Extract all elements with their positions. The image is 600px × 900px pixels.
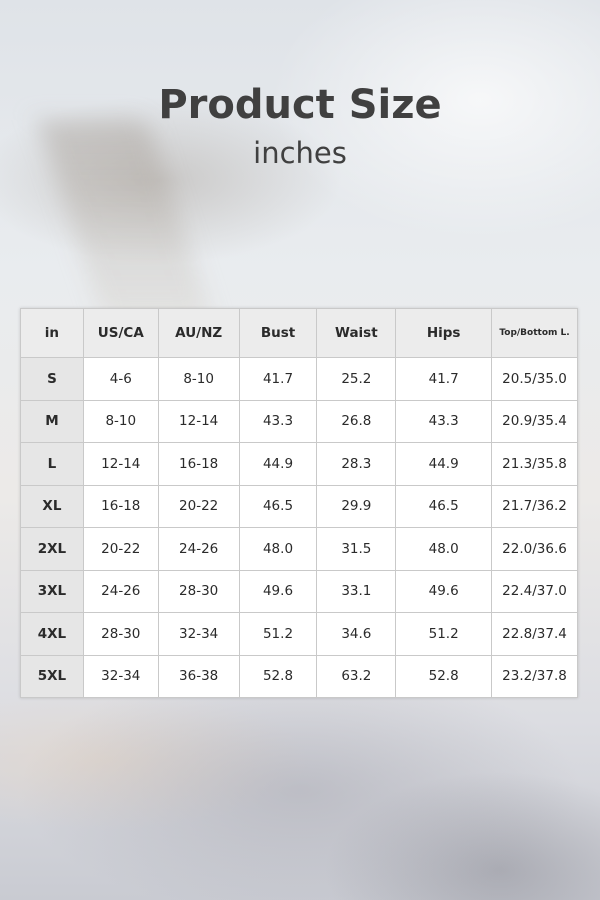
table-cell: 28-30 [82, 612, 159, 656]
table-row: 3XL 24-26 28-30 49.6 33.1 49.6 22.4/37.0 [20, 569, 578, 613]
table-header-row: in US/CA AU/NZ Bust Waist Hips Top/Bottom L. [20, 308, 578, 358]
size-label-cell: 3XL [20, 569, 84, 613]
column-header: US/CA [82, 308, 159, 358]
table-cell: 12-14 [157, 399, 240, 443]
table-row: XL 16-18 20-22 46.5 29.9 46.5 21.7/36.2 [20, 484, 578, 528]
table-cell: 43.3 [395, 399, 493, 443]
table-cell: 44.9 [238, 442, 318, 486]
table-cell: 8-10 [157, 357, 240, 401]
size-label-cell: L [20, 442, 84, 486]
column-header: Waist [316, 308, 397, 358]
table-cell: 44.9 [395, 442, 493, 486]
size-label-cell: M [20, 399, 84, 443]
table-cell: 63.2 [316, 654, 397, 698]
table-cell: 4-6 [82, 357, 159, 401]
table-row: 2XL 20-22 24-26 48.0 31.5 48.0 22.0/36.6 [20, 527, 578, 571]
table-cell: 51.2 [238, 612, 318, 656]
table-cell: 16-18 [82, 484, 159, 528]
table-cell: 26.8 [316, 399, 397, 443]
column-header: AU/NZ [157, 308, 240, 358]
table-cell: 20-22 [82, 527, 159, 571]
table-cell: 20-22 [157, 484, 240, 528]
size-label-cell: 4XL [20, 612, 84, 656]
table-cell: 49.6 [238, 569, 318, 613]
table-row: 5XL 32-34 36-38 52.8 63.2 52.8 23.2/37.8 [20, 654, 578, 698]
column-header: Top/Bottom L. [491, 308, 578, 358]
column-header: Hips [395, 308, 493, 358]
table-cell: 28.3 [316, 442, 397, 486]
table-cell: 32-34 [82, 654, 159, 698]
table-cell: 46.5 [238, 484, 318, 528]
table-cell: 31.5 [316, 527, 397, 571]
table-cell: 52.8 [238, 654, 318, 698]
size-chart-table: in US/CA AU/NZ Bust Waist Hips Top/Bottom L. S… [20, 308, 578, 698]
table-cell: 8-10 [82, 399, 159, 443]
table-row: M 8-10 12-14 43.3 26.8 43.3 20.9/35.4 [20, 399, 578, 443]
page-title: Product Size [158, 82, 442, 128]
table-row: L 12-14 16-18 44.9 28.3 44.9 21.3/35.8 [20, 442, 578, 486]
column-header: in [20, 308, 84, 358]
table-cell: 21.7/36.2 [491, 484, 578, 528]
table-cell: 24-26 [157, 527, 240, 571]
table-cell: 16-18 [157, 442, 240, 486]
table-cell: 32-34 [157, 612, 240, 656]
page-subtitle: inches [253, 136, 347, 170]
table-cell: 25.2 [316, 357, 397, 401]
table-cell: 22.8/37.4 [491, 612, 578, 656]
table-cell: 29.9 [316, 484, 397, 528]
table-cell: 33.1 [316, 569, 397, 613]
table-cell: 23.2/37.8 [491, 654, 578, 698]
table-row: 4XL 28-30 32-34 51.2 34.6 51.2 22.8/37.4 [20, 612, 578, 656]
table-cell: 20.5/35.0 [491, 357, 578, 401]
table-cell: 46.5 [395, 484, 493, 528]
column-header: Bust [238, 308, 318, 358]
table-cell: 12-14 [82, 442, 159, 486]
table-cell: 52.8 [395, 654, 493, 698]
table-cell: 21.3/35.8 [491, 442, 578, 486]
table-cell: 41.7 [395, 357, 493, 401]
table-cell: 51.2 [395, 612, 493, 656]
table-cell: 48.0 [395, 527, 493, 571]
size-label-cell: 5XL [20, 654, 84, 698]
size-label-cell: 2XL [20, 527, 84, 571]
table-cell: 48.0 [238, 527, 318, 571]
table-cell: 49.6 [395, 569, 493, 613]
table-cell: 20.9/35.4 [491, 399, 578, 443]
table-cell: 22.0/36.6 [491, 527, 578, 571]
table-cell: 34.6 [316, 612, 397, 656]
size-label-cell: XL [20, 484, 84, 528]
table-cell: 22.4/37.0 [491, 569, 578, 613]
size-label-cell: S [20, 357, 84, 401]
table-cell: 28-30 [157, 569, 240, 613]
table-cell: 43.3 [238, 399, 318, 443]
table-cell: 41.7 [238, 357, 318, 401]
table-cell: 24-26 [82, 569, 159, 613]
table-cell: 36-38 [157, 654, 240, 698]
table-row: S 4-6 8-10 41.7 25.2 41.7 20.5/35.0 [20, 357, 578, 401]
